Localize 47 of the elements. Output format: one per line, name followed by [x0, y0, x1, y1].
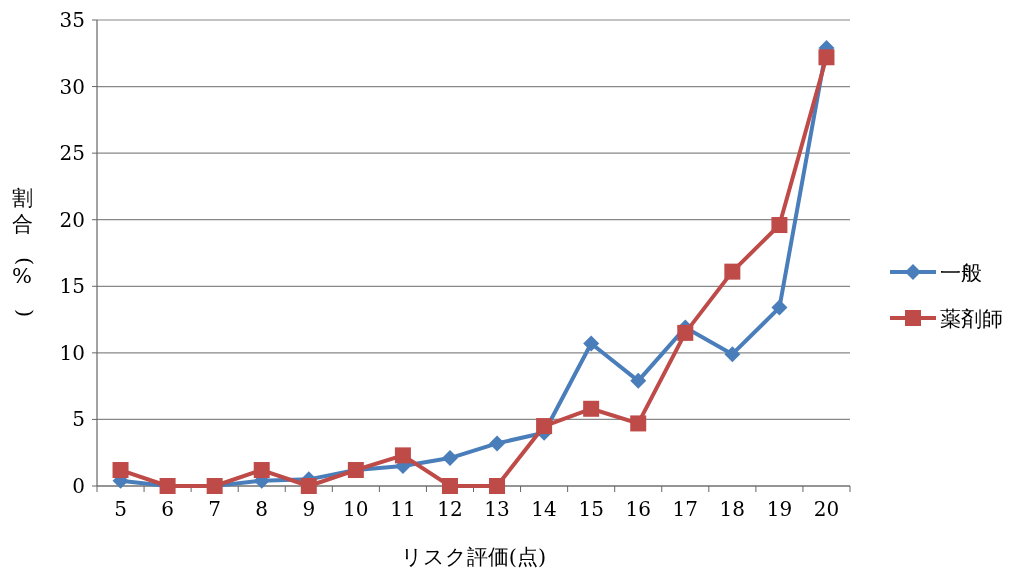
point: [394, 447, 411, 464]
point: [630, 372, 647, 389]
x-tick-label: 14: [531, 497, 557, 521]
point: [300, 478, 317, 494]
x-tick-label: 9: [302, 497, 316, 521]
point: [818, 49, 835, 66]
point: [630, 415, 647, 432]
y-tick-label: 30: [59, 74, 85, 99]
point: [583, 335, 600, 352]
point: [583, 400, 600, 417]
x-tick-label: 7: [208, 497, 222, 521]
point: [724, 346, 741, 363]
point: [253, 462, 270, 479]
y-axis-title: 割合(%): [11, 186, 37, 318]
x-tick-label: 11: [390, 497, 416, 521]
x-tick-label: 16: [625, 497, 651, 521]
y-tick-label: 35: [59, 8, 85, 32]
point: [771, 217, 788, 234]
point: [441, 450, 458, 467]
y-tick-label: 10: [59, 340, 85, 365]
y-tick-label: 15: [59, 274, 85, 299]
y-tick-label: 20: [59, 207, 85, 232]
x-tick-label: 15: [578, 497, 604, 521]
x-tick-label: 6: [161, 497, 174, 521]
x-tick-label: 8: [255, 497, 269, 521]
point: [441, 478, 458, 494]
point: [489, 435, 506, 452]
x-axis-title: リスク評価(点): [400, 545, 547, 569]
x-tick-label: 13: [484, 497, 510, 521]
x-tick-label: 10: [343, 497, 369, 521]
point: [724, 263, 741, 280]
x-tick-label: 17: [672, 497, 699, 521]
point: [489, 478, 506, 494]
point: [536, 418, 553, 435]
y-tick-label: 0: [72, 474, 85, 498]
legend-label: 薬剤師: [940, 307, 1003, 331]
x-tick-label: 5: [114, 497, 127, 521]
y-tick-label: 5: [72, 407, 85, 432]
legend-label: 一般: [940, 261, 982, 285]
y-tick-label: 25: [59, 141, 85, 166]
point: [677, 324, 694, 341]
x-tick-label: 12: [437, 497, 463, 521]
x-tick-label: 20: [813, 497, 840, 521]
point: [112, 462, 129, 479]
x-tick-label: 19: [766, 497, 793, 521]
point: [771, 299, 788, 316]
x-tick-label: 18: [719, 497, 746, 521]
